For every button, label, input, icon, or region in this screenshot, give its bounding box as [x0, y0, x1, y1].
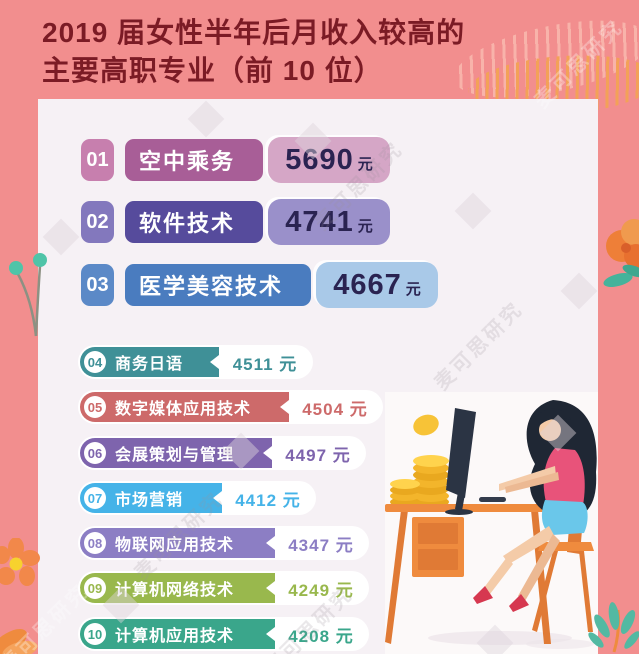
rank-badge: 02: [81, 201, 114, 243]
woman-at-desk-illustration: [385, 392, 598, 654]
rank-row-09: 09 计算机网络技术 4249 元: [78, 571, 369, 605]
page-title: 2019 届女性半年后月收入较高的 主要高职专业（前 10 位）: [42, 14, 465, 90]
salary-unit: 元: [405, 280, 421, 298]
major-label-bar: 空中乘务: [125, 139, 263, 181]
major-label: 市场营销: [115, 492, 184, 509]
salary-unit: 元: [357, 155, 373, 173]
rank-badge: 08: [84, 532, 106, 554]
plant-decoration: [588, 602, 639, 653]
rank-badge: 07: [84, 487, 106, 509]
major-label-bar: 医学美容技术: [125, 264, 311, 306]
rank-row-02: 02 软件技术 4741 元: [81, 199, 390, 245]
major-label-bar: 05 数字媒体应用技术: [80, 392, 289, 422]
rank-row-10: 10 计算机应用技术 4208 元: [78, 617, 369, 651]
major-label-bar: 10 计算机应用技术: [80, 619, 275, 649]
major-label: 商务日语: [115, 356, 184, 373]
salary-value-pill: 5690 元: [268, 137, 390, 183]
major-label-bar: 04 商务日语: [80, 347, 219, 377]
salary-value: 4208 元: [266, 619, 367, 649]
salary-value-pill: 4741 元: [268, 199, 390, 245]
major-label: 数字媒体应用技术: [115, 401, 252, 418]
rank-row-05: 05 数字媒体应用技术 4504 元: [78, 390, 383, 424]
salary-value: 4504 元: [280, 392, 381, 422]
major-label-bar: 07 市场营销: [80, 483, 222, 513]
rank-row-06: 06 会展策划与管理 4497 元: [78, 436, 366, 470]
rank-row-07: 07 市场营销 4412 元: [78, 481, 316, 515]
orange-flower-decoration: [0, 538, 40, 586]
rank-row-01: 01 空中乘务 5690 元: [81, 137, 390, 183]
rank-badge: 09: [84, 577, 106, 599]
salary-value: 4249 元: [266, 573, 367, 603]
salary-value: 4497 元: [263, 438, 364, 468]
salary-value: 5690: [285, 143, 354, 176]
rank-badge: 04: [84, 351, 106, 373]
major-label-bar: 08 物联网应用技术: [80, 528, 275, 558]
rank-badge: 05: [84, 396, 106, 418]
corner-leaves-decoration: [0, 628, 38, 654]
salary-value-pill: 4667 元: [316, 262, 438, 308]
major-label-bar: 09 计算机网络技术: [80, 573, 275, 603]
rank-row-04: 04 商务日语 4511 元: [78, 345, 313, 379]
rank-row-08: 08 物联网应用技术 4347 元: [78, 526, 369, 560]
rank-badge: 03: [81, 264, 114, 306]
salary-value: 4511 元: [210, 347, 311, 377]
major-label-bar: 软件技术: [125, 201, 263, 243]
major-label: 计算机网络技术: [115, 582, 235, 599]
flower-decoration: [603, 219, 639, 287]
rank-badge: 10: [84, 623, 106, 645]
berry-sprig-decoration: [9, 253, 47, 337]
salary-value: 4741: [285, 205, 354, 238]
salary-value: 4667: [333, 268, 402, 301]
major-label-bar: 06 会展策划与管理: [80, 438, 272, 468]
salary-value: 4347 元: [266, 528, 367, 558]
major-label: 物联网应用技术: [115, 537, 235, 554]
major-label: 计算机应用技术: [115, 628, 235, 645]
salary-value: 4412 元: [213, 483, 314, 513]
page-title-line1: 2019 届女性半年后月收入较高的: [42, 17, 466, 48]
page-title-line2: 主要高职专业（前 10 位）: [42, 55, 383, 86]
rank-row-03: 03 医学美容技术 4667 元: [81, 262, 438, 308]
chart-card: 01 空中乘务 5690 元 02 软件技术 4741 元 03 医学美容技术 4667 元 04 商务…: [38, 99, 598, 654]
rank-badge: 06: [84, 442, 106, 464]
rank-badge: 01: [81, 139, 114, 181]
major-label: 会展策划与管理: [115, 447, 235, 464]
salary-unit: 元: [357, 217, 373, 235]
